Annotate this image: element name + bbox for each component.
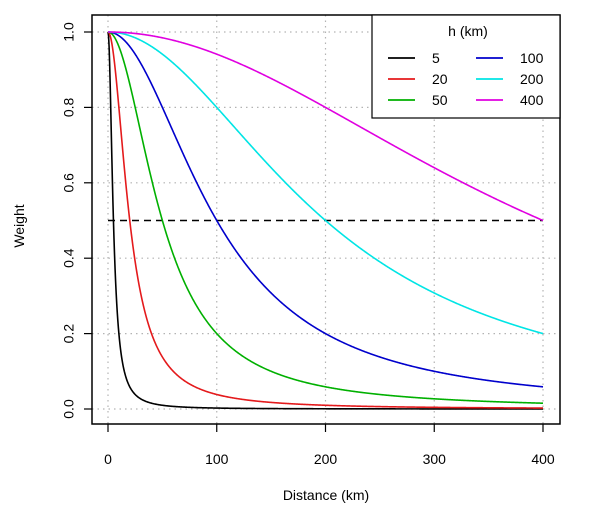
series-line-h-400 bbox=[108, 31, 544, 222]
legend: h (km) 5 20 50 100 200 400 bbox=[371, 14, 561, 119]
y-tick-label-1: 0.2 bbox=[61, 324, 77, 344]
y-tick-label-4: 0.8 bbox=[61, 97, 77, 117]
series-line-h-100 bbox=[107, 31, 544, 388]
y-axis: 0.0 0.2 0.4 0.6 0.8 1.0 bbox=[61, 22, 92, 419]
series-line-h-50 bbox=[107, 31, 544, 404]
series-line-h-20 bbox=[107, 31, 543, 409]
x-tick-label-1: 100 bbox=[205, 451, 229, 467]
series-layer bbox=[107, 31, 544, 410]
legend-label-100: 100 bbox=[520, 50, 544, 66]
y-tick-label-5: 1.0 bbox=[61, 22, 77, 42]
legend-label-50: 50 bbox=[432, 92, 448, 108]
x-tick-label-3: 300 bbox=[423, 451, 447, 467]
legend-label-400: 400 bbox=[520, 92, 544, 108]
legend-label-5: 5 bbox=[432, 50, 440, 66]
legend-label-200: 200 bbox=[520, 71, 544, 87]
y-tick-label-3: 0.6 bbox=[61, 173, 77, 193]
series-line-h-5 bbox=[107, 31, 543, 410]
x-tick-label-0: 0 bbox=[104, 451, 112, 467]
y-tick-label-2: 0.4 bbox=[61, 248, 77, 268]
x-axis-title: Distance (km) bbox=[283, 487, 369, 503]
series-line-h-200 bbox=[108, 31, 544, 335]
x-axis: 0 100 200 300 400 bbox=[104, 424, 555, 467]
legend-items: 5 20 50 100 200 400 bbox=[388, 50, 544, 108]
y-tick-label-0: 0.0 bbox=[61, 399, 77, 419]
y-axis-title: Weight bbox=[11, 204, 27, 247]
x-tick-label-2: 200 bbox=[314, 451, 338, 467]
x-tick-label-4: 400 bbox=[531, 451, 555, 467]
legend-label-20: 20 bbox=[432, 71, 448, 87]
legend-title: h (km) bbox=[448, 23, 488, 39]
